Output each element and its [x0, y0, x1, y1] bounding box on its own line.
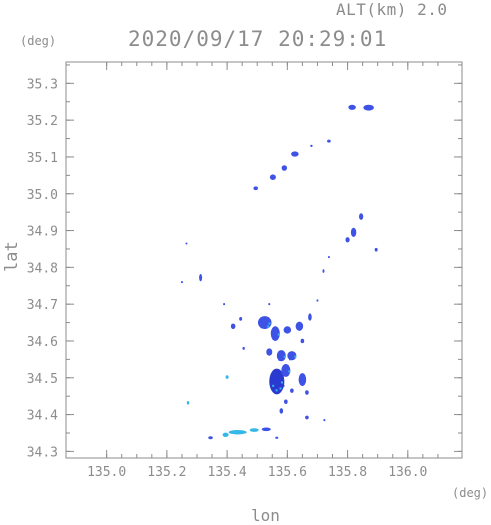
echo-cell — [327, 139, 331, 143]
echo-cell — [287, 351, 297, 361]
x-tick-label: 136.0 — [388, 465, 427, 480]
echo-speckle — [267, 325, 270, 328]
echo-speckle — [275, 328, 278, 331]
echo-speckle — [277, 333, 280, 336]
echo-cell — [186, 400, 190, 405]
echo-cell — [359, 213, 364, 220]
echo-speckle — [279, 387, 282, 390]
echo-cell — [261, 427, 271, 432]
echo-cell — [199, 273, 203, 282]
y-tick-label: 34.9 — [27, 225, 58, 240]
echo-speckle — [270, 379, 273, 382]
y-tick-label: 34.5 — [27, 372, 58, 387]
echo-cell — [239, 317, 243, 321]
echo-cell — [308, 313, 312, 321]
echo-cell — [305, 415, 309, 420]
echo-cell — [323, 418, 326, 422]
echo-speckle — [265, 318, 268, 321]
echo-cell — [300, 338, 305, 344]
echo-speckle — [283, 374, 286, 377]
x-axis-ticks: 135.0 135.2 135.4 135.6 135.8 136.0 — [87, 62, 439, 480]
echo-speckle — [288, 370, 291, 373]
echo-cell — [225, 375, 229, 379]
y-axis-unit: (deg) — [20, 34, 57, 48]
echo-cell — [253, 186, 258, 191]
echo-cell — [305, 390, 309, 395]
y-tick-label: 34.4 — [27, 409, 58, 424]
y-tick-label: 34.7 — [27, 298, 58, 313]
y-tick-label: 35.2 — [27, 114, 58, 129]
echo-cell — [322, 269, 325, 273]
timestamp-title: 2020/09/17 20:29:01 — [128, 27, 388, 51]
echo-cell — [268, 303, 271, 306]
echo-cell — [230, 323, 236, 330]
echo-speckle — [282, 384, 285, 387]
echo-speckle — [286, 365, 289, 368]
echo-cell — [298, 373, 307, 387]
echo-cell — [279, 408, 284, 414]
echo-cell — [276, 350, 286, 362]
y-tick-label: 35.0 — [27, 188, 58, 203]
echo-cell — [283, 326, 292, 334]
echo-cell — [316, 299, 319, 302]
echo-cell — [284, 399, 288, 404]
echo-speckle — [289, 358, 292, 361]
echo-cell — [222, 432, 229, 438]
echo-cell — [185, 242, 188, 245]
echo-speckle — [280, 381, 283, 384]
x-tick-label: 135.4 — [208, 465, 247, 480]
y-tick-label: 34.3 — [27, 445, 58, 460]
y-tick-label: 34.6 — [27, 335, 58, 350]
echo-cell — [345, 237, 350, 243]
echo-cell — [290, 388, 294, 393]
altitude-label: ALT(km) 2.0 — [336, 0, 448, 19]
echo-cell — [249, 428, 259, 432]
plot-frame — [65, 61, 463, 459]
echo-speckle — [272, 388, 275, 391]
echo-speckle — [275, 389, 278, 392]
x-axis-unit: (deg) — [452, 486, 489, 500]
echo-cell — [295, 321, 304, 331]
echo-speckle — [268, 322, 271, 325]
echo-cell — [228, 430, 247, 435]
x-axis-label: lon — [251, 506, 280, 525]
echo-cell — [180, 280, 183, 284]
echo-cell — [281, 165, 288, 171]
echo-speckle — [277, 372, 280, 375]
x-tick-label: 135.8 — [328, 465, 367, 480]
echo-cell — [242, 346, 245, 350]
x-tick-label: 135.6 — [268, 465, 307, 480]
echo-cell — [275, 436, 279, 439]
echo-speckle — [260, 326, 263, 329]
echo-cell — [350, 227, 357, 237]
echo-speckle — [283, 355, 286, 358]
echo-cell — [374, 247, 378, 252]
echo-cell — [269, 174, 276, 180]
x-tick-label: 135.0 — [87, 465, 126, 480]
y-axis-ticks: 34.3 34.4 34.5 34.6 34.7 34.8 34.9 35.0 35.1 35.2… — [27, 64, 462, 460]
echo-cell — [310, 144, 313, 148]
echo-cells — [180, 104, 378, 440]
echo-cell — [348, 104, 356, 110]
x-tick-label: 135.2 — [147, 465, 186, 480]
echo-cell — [208, 436, 213, 440]
echo-speckle — [272, 337, 275, 340]
echo-speckle — [281, 376, 284, 379]
y-tick-label: 35.3 — [27, 77, 58, 92]
echo-speckle — [272, 384, 275, 387]
y-tick-label: 34.8 — [27, 261, 58, 276]
y-tick-label: 35.1 — [27, 151, 58, 166]
echo-speckle — [273, 371, 276, 374]
echo-cell — [291, 151, 299, 157]
echo-speckle — [294, 355, 297, 358]
echo-cell — [363, 104, 374, 111]
echo-speckle — [278, 358, 281, 361]
echo-cell — [327, 255, 330, 259]
echo-cell — [266, 348, 273, 356]
echo-cell — [223, 303, 226, 306]
